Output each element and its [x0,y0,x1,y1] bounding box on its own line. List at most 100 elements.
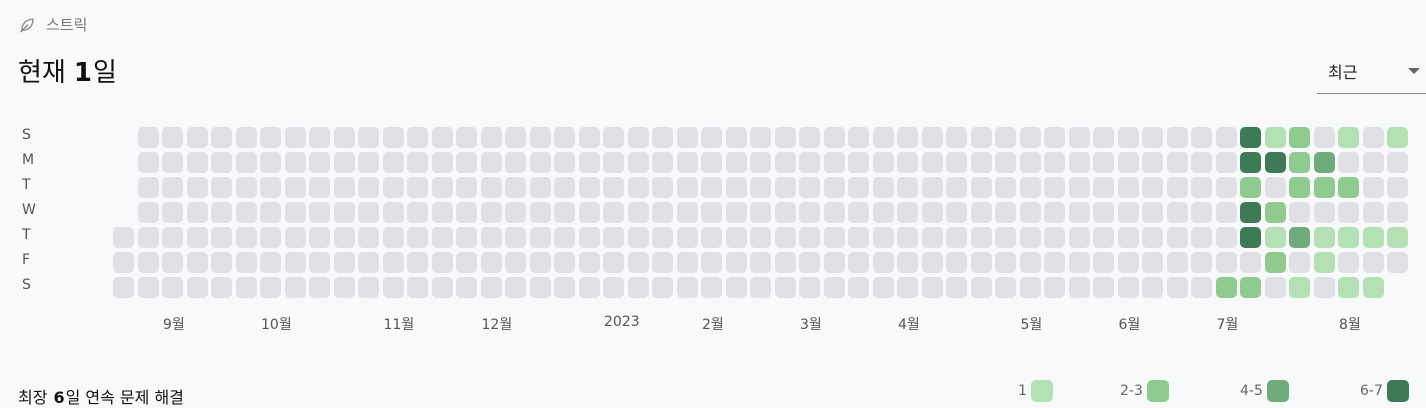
heatmap-cell[interactable] [137,277,159,298]
heatmap-cell[interactable] [603,202,624,223]
heatmap-cell[interactable] [848,227,869,248]
heatmap-cell[interactable] [333,152,355,173]
heatmap-cell[interactable] [799,277,820,298]
heatmap-cell[interactable] [1313,177,1335,198]
heatmap-cell[interactable] [1093,177,1114,198]
heatmap-cell[interactable] [456,152,477,173]
heatmap-cell[interactable] [456,177,477,198]
heatmap-cell[interactable] [1142,277,1163,298]
heatmap-cell[interactable] [701,177,722,198]
heatmap-cell[interactable] [333,177,355,198]
heatmap-cell[interactable] [554,127,575,148]
heatmap-cell[interactable] [505,252,526,273]
heatmap-cell[interactable] [431,152,453,173]
heatmap-cell[interactable] [1289,202,1310,223]
heatmap-cell[interactable] [848,127,869,148]
heatmap-cell[interactable] [211,177,232,198]
heatmap-cell[interactable] [235,202,257,223]
heatmap-cell[interactable] [995,177,1016,198]
heatmap-cell[interactable] [162,277,183,298]
heatmap-cell[interactable] [725,227,747,248]
heatmap-cell[interactable] [1044,177,1065,198]
heatmap-cell[interactable] [1338,202,1359,223]
heatmap-cell[interactable] [848,202,869,223]
heatmap-cell[interactable] [603,227,624,248]
heatmap-cell[interactable] [799,227,820,248]
heatmap-cell[interactable] [1191,177,1212,198]
heatmap-cell[interactable] [652,202,673,223]
heatmap-cell[interactable] [1093,152,1114,173]
heatmap-cell[interactable] [921,227,943,248]
heatmap-cell[interactable] [1044,202,1065,223]
heatmap-cell[interactable] [309,127,330,148]
heatmap-cell[interactable] [1387,252,1408,273]
heatmap-cell[interactable] [627,277,649,298]
heatmap-cell[interactable] [1313,202,1335,223]
heatmap-cell[interactable] [1044,227,1065,248]
heatmap-cell[interactable] [799,127,820,148]
heatmap-cell[interactable] [529,252,551,273]
heatmap-cell[interactable] [431,177,453,198]
heatmap-cell[interactable] [872,252,894,273]
heatmap-cell[interactable] [431,202,453,223]
heatmap-cell[interactable] [333,127,355,148]
heatmap-cell[interactable] [725,177,747,198]
heatmap-cell[interactable] [921,177,943,198]
heatmap-cell[interactable] [1240,277,1261,298]
heatmap-cell[interactable] [1215,277,1237,298]
heatmap-cell[interactable] [529,127,551,148]
heatmap-cell[interactable] [1068,202,1090,223]
heatmap-cell[interactable] [823,227,845,248]
heatmap-cell[interactable] [505,177,526,198]
heatmap-cell[interactable] [211,202,232,223]
heatmap-cell[interactable] [725,152,747,173]
heatmap-cell[interactable] [456,202,477,223]
heatmap-cell[interactable] [897,152,918,173]
heatmap-cell[interactable] [1019,202,1041,223]
heatmap-cell[interactable] [848,152,869,173]
heatmap-cell[interactable] [799,177,820,198]
heatmap-cell[interactable] [1362,277,1384,298]
heatmap-cell[interactable] [1362,202,1384,223]
heatmap-cell[interactable] [211,227,232,248]
heatmap-cell[interactable] [1240,252,1261,273]
heatmap-cell[interactable] [603,152,624,173]
heatmap-cell[interactable] [848,252,869,273]
heatmap-cell[interactable] [725,252,747,273]
heatmap-cell[interactable] [676,127,698,148]
heatmap-cell[interactable] [480,252,502,273]
heatmap-cell[interactable] [1338,152,1359,173]
heatmap-cell[interactable] [1117,277,1139,298]
heatmap-cell[interactable] [1387,227,1408,248]
heatmap-cell[interactable] [284,177,306,198]
heatmap-cell[interactable] [162,127,183,148]
heatmap-cell[interactable] [260,202,281,223]
heatmap-cell[interactable] [995,277,1016,298]
heatmap-cell[interactable] [431,277,453,298]
heatmap-cell[interactable] [1044,277,1065,298]
heatmap-cell[interactable] [627,252,649,273]
heatmap-cell[interactable] [1093,127,1114,148]
heatmap-cell[interactable] [309,177,330,198]
heatmap-cell[interactable] [1117,202,1139,223]
heatmap-cell[interactable] [309,252,330,273]
heatmap-cell[interactable] [235,277,257,298]
heatmap-cell[interactable] [211,252,232,273]
heatmap-cell[interactable] [995,127,1016,148]
heatmap-cell[interactable] [1166,277,1188,298]
heatmap-cell[interactable] [578,202,600,223]
heatmap-cell[interactable] [897,202,918,223]
heatmap-cell[interactable] [1117,127,1139,148]
heatmap-cell[interactable] [1264,152,1286,173]
heatmap-cell[interactable] [1093,202,1114,223]
heatmap-cell[interactable] [897,252,918,273]
heatmap-cell[interactable] [211,152,232,173]
heatmap-cell[interactable] [260,252,281,273]
heatmap-cell[interactable] [1264,202,1286,223]
heatmap-cell[interactable] [823,127,845,148]
heatmap-cell[interactable] [970,127,992,148]
heatmap-cell[interactable] [1362,177,1384,198]
heatmap-cell[interactable] [1166,177,1188,198]
heatmap-cell[interactable] [578,252,600,273]
heatmap-cell[interactable] [407,177,428,198]
